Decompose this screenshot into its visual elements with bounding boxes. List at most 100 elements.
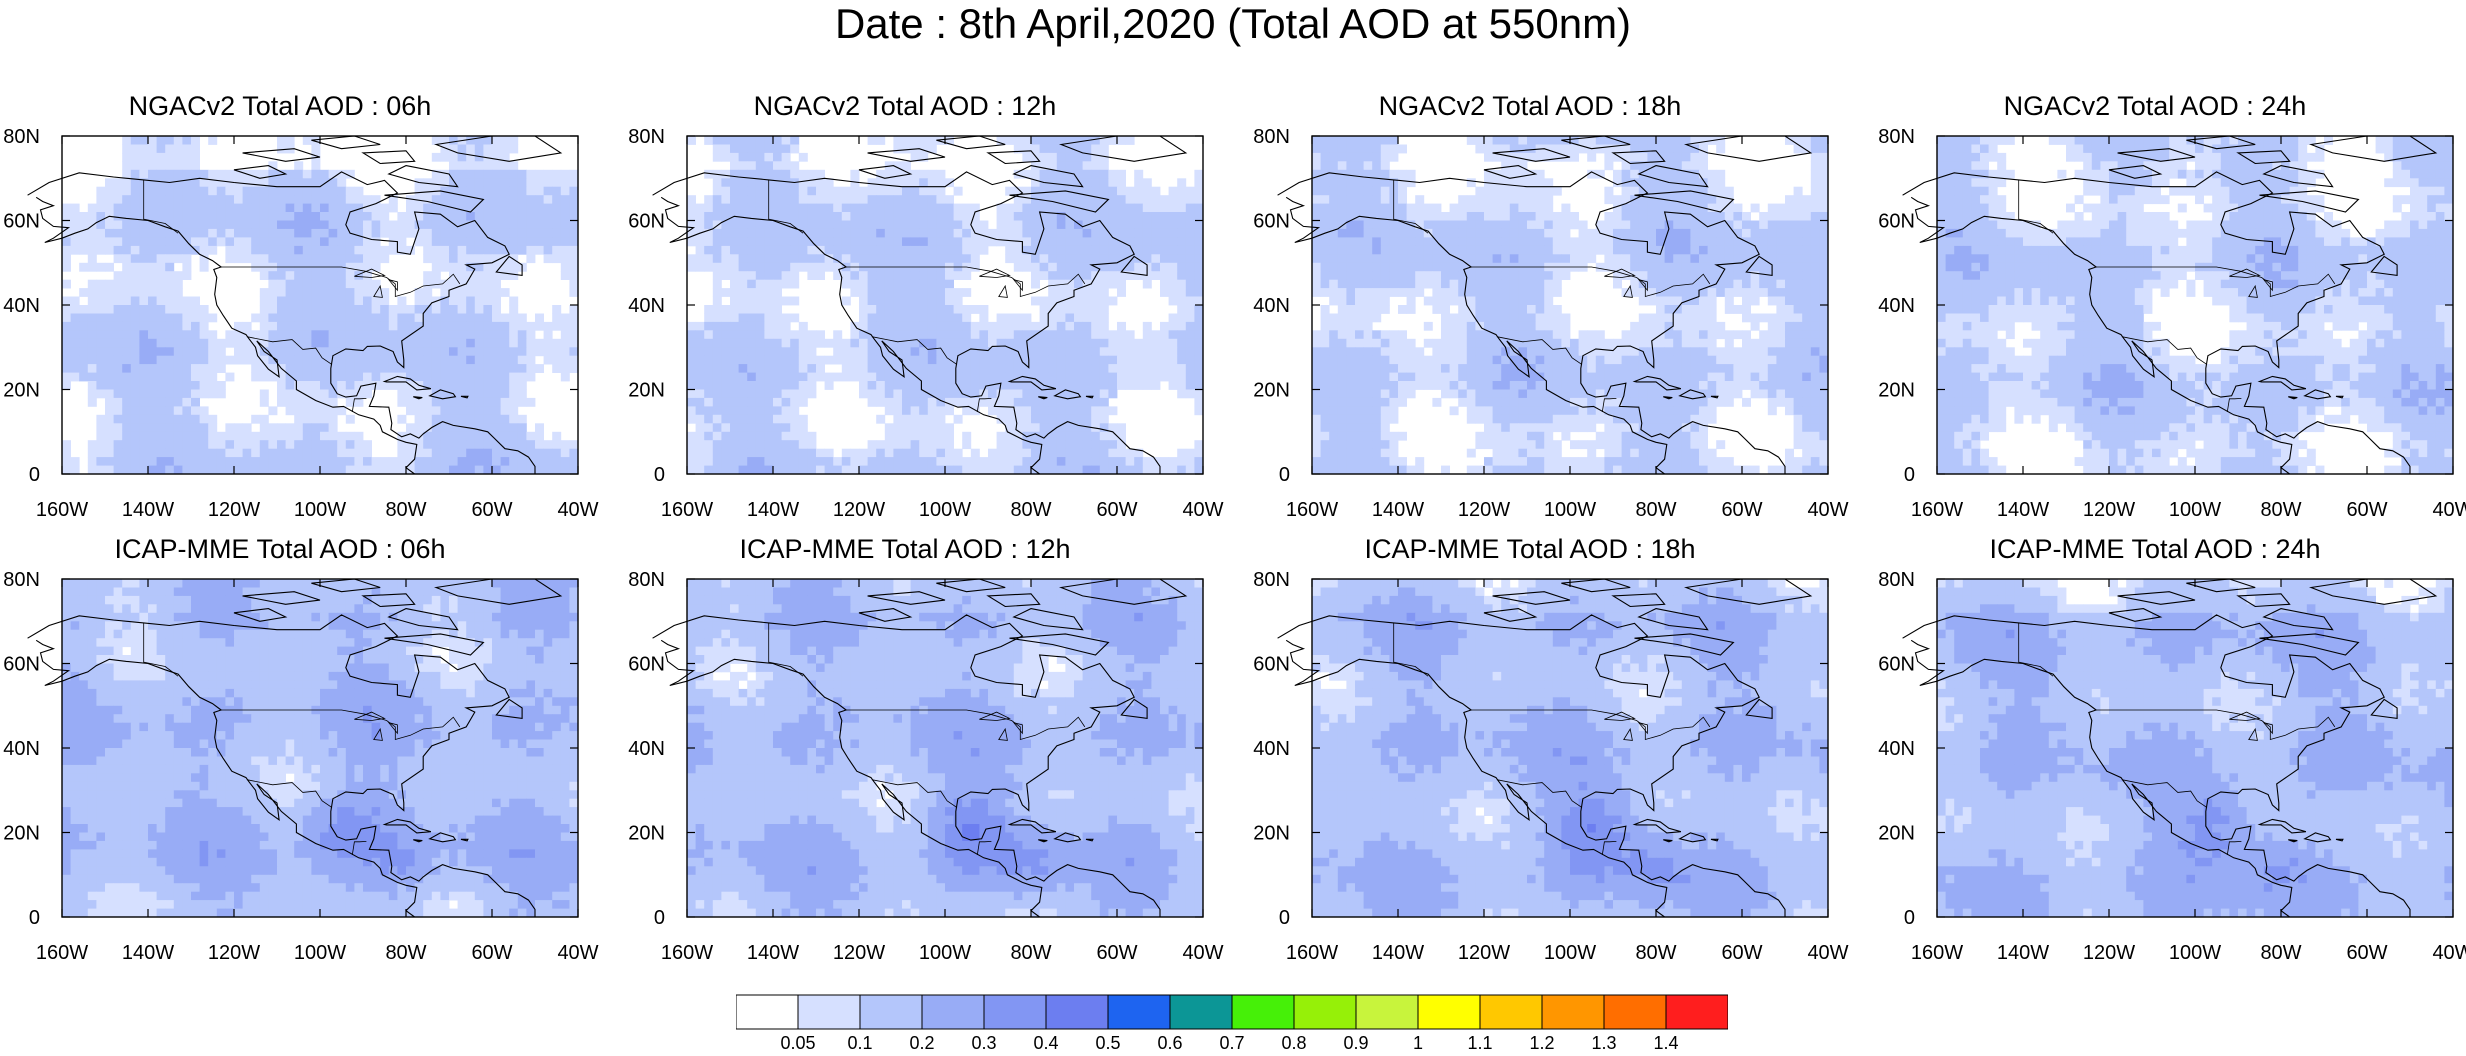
aod-cell — [738, 355, 748, 365]
aod-cell — [474, 169, 484, 179]
aod-cell — [884, 372, 894, 382]
aod-cell — [936, 423, 946, 433]
aod-cell — [1117, 136, 1126, 145]
aod-cell — [1013, 136, 1023, 145]
aod-cell — [311, 178, 321, 188]
aod-cell — [1099, 330, 1109, 340]
aod-cell — [781, 144, 791, 154]
aod-cell — [1194, 195, 1204, 205]
aod-cell — [397, 381, 407, 390]
aod-cell — [1518, 178, 1528, 188]
aod-cell — [712, 448, 722, 458]
aod-cell — [1595, 169, 1605, 179]
aod-cell — [790, 448, 800, 458]
aod-cell — [781, 397, 791, 407]
aod-cell — [492, 178, 501, 188]
aod-cell — [1329, 279, 1339, 289]
aod-cell — [285, 355, 295, 365]
aod-cell — [927, 355, 937, 365]
aod-cell — [122, 313, 132, 323]
aod-cell — [96, 431, 106, 441]
aod-cell — [156, 212, 166, 221]
aod-cell — [1117, 186, 1126, 196]
aod-cell — [1527, 136, 1536, 145]
aod-cell — [457, 381, 467, 390]
aod-cell — [277, 347, 286, 357]
aod-cell — [764, 364, 774, 373]
aod-cell — [259, 364, 269, 373]
aod-cell — [173, 144, 183, 154]
aod-cell — [1398, 254, 1407, 264]
aod-cell — [1647, 186, 1657, 196]
aod-cell — [1082, 296, 1092, 306]
aod-cell — [234, 330, 243, 340]
aod-cell — [156, 262, 166, 272]
aod-cell — [893, 195, 903, 205]
aod-cell — [431, 203, 441, 213]
aod-cell — [423, 245, 433, 255]
aod-cell — [841, 364, 851, 373]
aod-cell — [962, 254, 972, 264]
aod-cell — [738, 440, 748, 450]
aod-cell — [440, 414, 450, 424]
aod-cell — [311, 338, 321, 348]
aod-cell — [1595, 262, 1605, 272]
aod-cell — [953, 347, 963, 357]
aod-cell — [569, 178, 579, 188]
aod-cell — [1091, 465, 1101, 475]
aod-cell — [1707, 288, 1717, 297]
aod-cell — [893, 457, 903, 466]
aod-cell — [979, 347, 989, 357]
aod-cell — [1750, 321, 1760, 331]
aod-cell — [1767, 203, 1777, 213]
aod-cell — [414, 406, 424, 416]
aod-cell — [833, 355, 843, 365]
aod-cell — [328, 169, 338, 179]
aod-cell — [474, 245, 484, 255]
aod-cell — [1185, 203, 1195, 213]
aod-cell — [1621, 262, 1631, 272]
aod-cell — [371, 279, 381, 289]
aod-cell — [500, 195, 510, 205]
aod-cell — [1185, 262, 1195, 272]
aod-cell — [730, 296, 739, 306]
aod-cell — [1707, 228, 1717, 238]
aod-cell — [208, 440, 218, 450]
aod-cell — [500, 186, 510, 196]
aod-cell — [139, 431, 149, 441]
aod-cell — [1630, 212, 1640, 221]
aod-cell — [285, 397, 295, 407]
aod-cell — [302, 389, 312, 399]
aod-cell — [1022, 228, 1032, 238]
aod-cell — [122, 364, 132, 373]
aod-cell — [70, 347, 80, 357]
aod-cell — [543, 338, 553, 348]
aod-cell — [1039, 313, 1049, 323]
aod-cell — [919, 448, 929, 458]
aod-cell — [1048, 245, 1058, 255]
aod-cell — [122, 440, 132, 450]
aod-cell — [431, 381, 441, 390]
aod-cell — [773, 262, 782, 272]
aod-cell — [1398, 279, 1407, 289]
aod-cell — [781, 136, 791, 145]
aod-cell — [1810, 245, 1820, 255]
aod-cell — [1802, 321, 1812, 331]
aod-cell — [1031, 212, 1040, 221]
aod-cell — [1074, 397, 1083, 407]
aod-cell — [354, 203, 364, 213]
country-border — [143, 179, 179, 234]
aod-cell — [423, 237, 433, 247]
aod-cell — [156, 389, 166, 399]
aod-cell — [337, 457, 347, 466]
aod-cell — [569, 262, 579, 272]
aod-cell — [406, 220, 415, 230]
aod-cell — [517, 389, 527, 399]
aod-cell — [311, 220, 321, 230]
aod-cell — [122, 144, 132, 154]
aod-cell — [807, 338, 817, 348]
aod-cell — [936, 228, 946, 238]
aod-cell — [1048, 414, 1058, 424]
aod-cell — [1449, 203, 1459, 213]
aod-cell — [781, 457, 791, 466]
